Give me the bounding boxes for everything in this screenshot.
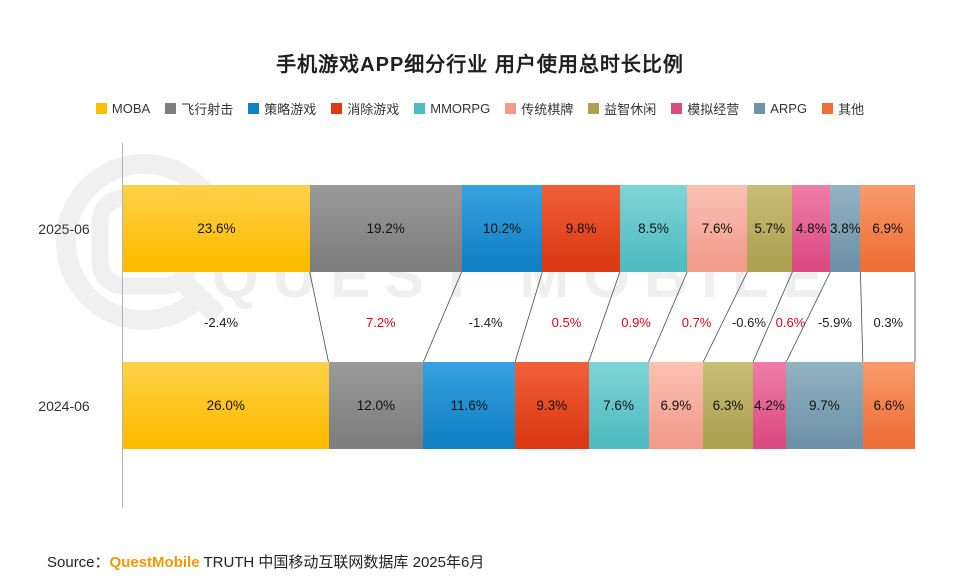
change-label-益智休闲: -0.6% bbox=[731, 315, 766, 330]
connector-line bbox=[309, 272, 329, 362]
bar-segment-2025-06-益智休闲: 5.7% bbox=[747, 185, 793, 272]
bar-segment-2025-06-传统棋牌: 7.6% bbox=[687, 185, 748, 272]
bar-segment-2024-06-其他: 6.6% bbox=[862, 362, 915, 449]
legend-swatch bbox=[754, 103, 766, 114]
bar-segment-2025-06-MMORPG: 8.5% bbox=[619, 185, 688, 272]
bar-segment-2025-06-模拟经营: 4.8% bbox=[792, 185, 831, 272]
bar-segment-2025-06-MOBA: 23.6% bbox=[123, 185, 310, 272]
change-label-ARPG: -5.9% bbox=[817, 315, 852, 330]
change-label-模拟经营: 0.6% bbox=[775, 315, 806, 330]
legend-swatch bbox=[165, 103, 177, 114]
change-label-策略游戏: -1.4% bbox=[468, 315, 503, 330]
row-label-2024-06: 2024-06 bbox=[38, 398, 90, 414]
bar-segment-2025-06-策略游戏: 10.2% bbox=[461, 185, 543, 272]
bar-segment-2025-06-消除游戏: 9.8% bbox=[542, 185, 620, 272]
change-label-其他: 0.3% bbox=[873, 315, 904, 330]
connector-line bbox=[752, 272, 793, 362]
bar-segment-2024-06-策略游戏: 11.6% bbox=[423, 362, 516, 449]
source-prefix: Source： bbox=[47, 554, 110, 571]
segment-connector-lines bbox=[309, 272, 916, 362]
legend-swatch bbox=[671, 103, 683, 114]
change-label-MOBA: -2.4% bbox=[204, 315, 239, 330]
legend-swatch bbox=[331, 103, 343, 114]
connector-line bbox=[785, 272, 831, 362]
bar-segment-2024-06-飞行射击: 12.0% bbox=[328, 362, 424, 449]
connector-line bbox=[860, 272, 864, 362]
legend-label: 模拟经营 bbox=[687, 102, 740, 117]
legend-item-ARPG: ARPG bbox=[754, 101, 807, 116]
legend-label: 策略游戏 bbox=[264, 102, 317, 117]
legend-item-策略游戏: 策略游戏 bbox=[248, 99, 316, 118]
legend-item-消除游戏: 消除游戏 bbox=[331, 99, 399, 118]
legend-label: MOBA bbox=[111, 101, 151, 116]
source-line: Source：QuestMobile TRUTH 中国移动互联网数据库 2025… bbox=[47, 551, 484, 572]
bar-segment-2025-06-其他: 6.9% bbox=[860, 185, 915, 272]
legend-swatch bbox=[95, 103, 107, 114]
connector-line bbox=[702, 272, 748, 362]
bar-segment-2024-06-传统棋牌: 6.9% bbox=[648, 362, 704, 449]
bar-segment-2024-06-ARPG: 9.7% bbox=[786, 362, 863, 449]
legend-swatch bbox=[248, 103, 260, 114]
change-label-消除游戏: 0.5% bbox=[551, 315, 582, 330]
legend-label: 传统棋牌 bbox=[521, 102, 574, 117]
legend-label: ARPG bbox=[770, 101, 808, 116]
legend-item-飞行射击: 飞行射击 bbox=[165, 99, 233, 118]
legend-label: 其他 bbox=[838, 102, 865, 117]
legend-swatch bbox=[588, 103, 600, 114]
source-suffix: TRUTH 中国移动互联网数据库 2025年6月 bbox=[199, 554, 485, 571]
legend-label: MMORPG bbox=[430, 101, 491, 116]
y-axis-line bbox=[122, 143, 123, 508]
bar-segment-2025-06-ARPG: 3.8% bbox=[830, 185, 861, 272]
legend-label: 益智休闲 bbox=[604, 102, 657, 117]
legend-item-益智休闲: 益智休闲 bbox=[588, 99, 656, 118]
stacked-bar-2024-06: 26.0% 12.0% 11.6% 9.3% 7.6% 6.9% 6.3% 4.2% 9.7% 6… bbox=[123, 362, 915, 449]
page-title: 手机游戏APP细分行业 用户使用总时长比例 bbox=[276, 54, 684, 76]
bar-segment-2024-06-MOBA: 26.0% bbox=[123, 362, 329, 449]
legend-item-传统棋牌: 传统棋牌 bbox=[505, 99, 573, 118]
connector-line bbox=[514, 272, 543, 362]
legend-swatch bbox=[822, 103, 834, 114]
connector-line bbox=[588, 272, 621, 362]
bar-segment-2024-06-益智休闲: 6.3% bbox=[703, 362, 753, 449]
legend-item-MMORPG: MMORPG bbox=[414, 101, 490, 116]
legend-item-其他: 其他 bbox=[822, 99, 864, 118]
stacked-bar-2025-06: 23.6% 19.2% 10.2% 9.8% 8.5% 7.6% 5.7% 4.8% 3.8% 6… bbox=[123, 185, 915, 272]
bar-segment-2024-06-模拟经营: 4.2% bbox=[752, 362, 787, 449]
change-label-MMORPG: 0.9% bbox=[621, 315, 651, 330]
connector-line bbox=[648, 272, 688, 362]
source-brand: QuestMobile bbox=[109, 554, 200, 571]
bar-segment-2024-06-消除游戏: 9.3% bbox=[515, 362, 589, 449]
change-label-飞行射击: 7.2% bbox=[365, 315, 396, 330]
legend-item-MOBA: MOBA bbox=[95, 101, 151, 116]
connector-line bbox=[422, 272, 463, 362]
bar-segment-2024-06-MMORPG: 7.6% bbox=[588, 362, 649, 449]
legend-label: 飞行射击 bbox=[181, 102, 234, 117]
bar-segment-2025-06-飞行射击: 19.2% bbox=[309, 185, 462, 272]
row-label-2025-06: 2025-06 bbox=[38, 221, 90, 237]
legend-swatch bbox=[414, 103, 426, 114]
change-label-传统棋牌: 0.7% bbox=[681, 315, 712, 330]
legend: MOBA 飞行射击 策略游戏 消除游戏 MMORPG 传统棋牌 益智休闲 模拟经营 ARPG 其他 bbox=[0, 99, 960, 118]
legend-label: 消除游戏 bbox=[347, 102, 400, 117]
legend-item-模拟经营: 模拟经营 bbox=[671, 99, 739, 118]
legend-swatch bbox=[505, 103, 517, 114]
